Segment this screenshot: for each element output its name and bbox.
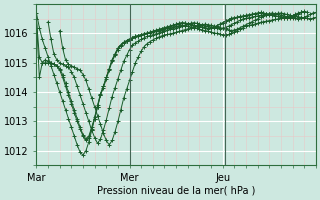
X-axis label: Pression niveau de la mer( hPa ): Pression niveau de la mer( hPa ) [97,186,255,196]
